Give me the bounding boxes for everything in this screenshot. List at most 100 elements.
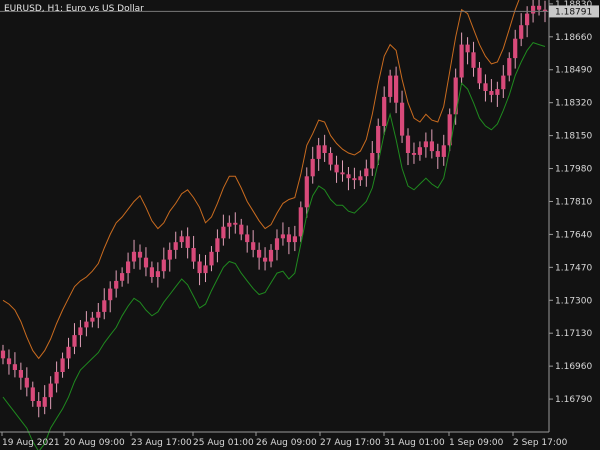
- candle-body: [78, 327, 83, 336]
- price-tick-label: 1.17640: [555, 230, 592, 240]
- price-tick-label: 1.18320: [555, 99, 592, 109]
- candle-body: [209, 251, 214, 266]
- candle-body: [18, 370, 23, 378]
- price-axis: 1.18830 1.18660 1.18490 1.18320 1.18150 1.179…: [549, 0, 592, 405]
- candle-body: [537, 5, 542, 10]
- candle-body: [471, 52, 476, 68]
- current-price-label-bg: [549, 5, 599, 18]
- symbol-title: EURUSD, H1: Euro vs US Dollar: [4, 4, 144, 14]
- candle-body: [513, 38, 518, 59]
- candle-body: [233, 222, 238, 225]
- price-tick-label: 1.18660: [555, 33, 592, 43]
- candle-body: [36, 401, 41, 407]
- candle-body: [352, 178, 357, 181]
- candle-body: [268, 249, 274, 262]
- candle-body: [507, 58, 512, 76]
- candle-body: [328, 153, 333, 165]
- price-tick-label: 1.17810: [555, 197, 592, 207]
- candle-body: [84, 321, 89, 328]
- candle-body: [108, 288, 113, 301]
- candle-body: [274, 238, 280, 250]
- candle-body: [322, 145, 327, 153]
- candle-body: [405, 135, 411, 153]
- candle-body: [0, 350, 6, 359]
- candle-body: [453, 77, 458, 115]
- candle-body: [102, 300, 107, 312]
- candle-body: [48, 383, 53, 398]
- candle-body: [227, 222, 232, 227]
- candle-body: [531, 5, 536, 14]
- candle-body: [257, 249, 262, 258]
- candle-body: [280, 234, 285, 239]
- candle-body: [185, 236, 190, 248]
- candle-body: [263, 257, 268, 262]
- candle-body: [376, 125, 381, 153]
- candle-body: [429, 141, 434, 152]
- candle-body: [251, 242, 256, 250]
- candle-body: [417, 147, 422, 155]
- time-tick-label: 1 Sep 09:00: [449, 438, 504, 448]
- candle-body: [435, 151, 440, 157]
- candle-body: [310, 158, 315, 177]
- candle-body: [126, 261, 131, 274]
- candle-body: [483, 83, 488, 91]
- candle-body: [179, 236, 184, 243]
- candle-body: [459, 44, 464, 78]
- candle-body: [370, 153, 375, 169]
- candle-body: [191, 248, 196, 262]
- candle-body: [197, 261, 202, 274]
- candle-body: [96, 311, 101, 318]
- candle-body: [30, 387, 35, 401]
- candle-body: [304, 176, 309, 208]
- candle-body: [400, 102, 405, 136]
- candle-body: [215, 238, 220, 252]
- price-tick-label: 1.17470: [555, 263, 592, 273]
- candle-body: [66, 346, 71, 359]
- candle-body: [120, 273, 125, 281]
- candle-body: [501, 75, 506, 90]
- candle-body: [364, 168, 369, 177]
- candle-body: [477, 67, 482, 84]
- candle-body: [114, 280, 119, 289]
- candle-body: [489, 91, 494, 95]
- time-tick-label: 26 Aug 09:00: [256, 438, 317, 448]
- time-tick-label: 25 Aug 01:00: [193, 438, 254, 448]
- candle-body: [155, 271, 160, 277]
- candle-body: [346, 174, 351, 179]
- price-tick-label: 1.18490: [555, 66, 592, 76]
- candle-body: [6, 358, 12, 365]
- time-tick-label: 19 Aug 2021: [2, 438, 60, 448]
- time-tick-label: 2 Sep 17:00: [513, 438, 568, 448]
- candle-body: [245, 234, 250, 243]
- candle-body: [137, 251, 143, 258]
- candle-body: [340, 172, 345, 175]
- candle-body: [441, 145, 446, 157]
- candle-body: [131, 251, 137, 262]
- candle-body: [161, 259, 166, 272]
- lower-band-line: [2, 42, 546, 450]
- candle-body: [411, 153, 417, 155]
- time-tick-label: 27 Aug 17:00: [320, 438, 381, 448]
- candle-body: [54, 371, 59, 384]
- candle-body: [42, 397, 47, 407]
- candle-body: [334, 164, 339, 173]
- candle-body: [203, 265, 208, 274]
- candle-body: [542, 9, 548, 12]
- candle-body: [382, 96, 387, 126]
- time-axis: 19 Aug 2021 20 Aug 09:00 23 Aug 17:00 25 Au…: [1, 432, 568, 448]
- time-tick-label: 31 Aug 01:00: [384, 438, 445, 448]
- candles: [0, 0, 548, 418]
- candle-body: [149, 267, 154, 277]
- time-tick-label: 20 Aug 09:00: [64, 438, 125, 448]
- candle-body: [24, 377, 29, 388]
- candle-body: [394, 75, 399, 103]
- price-tick-label: 1.18830: [555, 0, 592, 10]
- price-tick-label: 1.17300: [555, 296, 592, 306]
- candle-body: [12, 364, 17, 370]
- candle-body: [358, 176, 363, 181]
- candle-body: [90, 317, 95, 322]
- candle-body: [423, 141, 428, 148]
- candle-body: [465, 44, 470, 53]
